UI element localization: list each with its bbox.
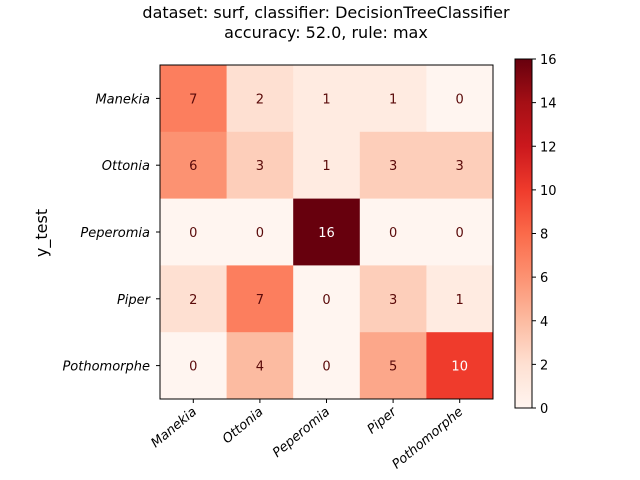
cell-value-label: 1	[389, 92, 397, 107]
cell-value-label: 0	[456, 92, 464, 107]
heatmap-cell	[160, 332, 228, 400]
colorbar-tick-label: 14	[540, 97, 557, 112]
colorbar-tick-label: 12	[540, 140, 557, 155]
x-tick-label: Manekia	[148, 405, 199, 452]
heatmap-cell	[293, 332, 361, 400]
cell-value-label: 2	[256, 92, 264, 107]
y-tick-label: Pothomorphe	[62, 360, 150, 375]
cell-value-label: 7	[256, 293, 264, 308]
cell-value-label: 0	[322, 360, 330, 375]
heatmap-cell	[293, 198, 361, 266]
heatmap-cell	[426, 131, 494, 200]
y-tick-label: Peperomia	[80, 226, 150, 241]
x-tick-label: Peperomia	[270, 405, 333, 461]
heatmap-cell	[226, 198, 294, 266]
colorbar-tick-label: 0	[540, 402, 548, 417]
heatmap-cell	[160, 265, 228, 333]
heatmap-cell	[359, 131, 427, 200]
heatmap-cell	[226, 265, 294, 333]
y-axis-ticks: Manekia Ottonia Peperomia Piper Pothomorphe	[62, 92, 160, 375]
cell-value-label: 3	[456, 159, 464, 174]
cell-value-label: 1	[456, 293, 464, 308]
heatmap-cell	[426, 265, 494, 333]
heatmap-cell	[160, 198, 228, 266]
cell-value-label: 1	[322, 92, 330, 107]
chart-title-line-2: accuracy: 52.0, rule: max	[224, 23, 428, 42]
colorbar-tick-label: 8	[540, 228, 548, 243]
cell-value-label: 3	[256, 159, 264, 174]
heatmap-cell	[359, 198, 427, 266]
cell-value-label: 0	[322, 293, 330, 308]
cell-value-label: 6	[189, 159, 197, 174]
cell-value-label: 1	[322, 159, 330, 174]
x-tick-label: Pothomorphe	[390, 405, 467, 473]
heatmap-cell	[226, 65, 294, 133]
heatmap-cell	[226, 131, 294, 200]
colorbar-tick-label: 4	[540, 315, 548, 330]
cell-value-label: 0	[256, 226, 264, 241]
cell-value-label: 7	[189, 92, 197, 107]
heatmap-cell	[293, 131, 361, 200]
colorbar	[514, 58, 533, 409]
x-tick-label: Ottonia	[220, 405, 267, 447]
y-tick-label: Manekia	[95, 92, 150, 107]
cell-value-label: 5	[389, 360, 397, 375]
heatmap-cell	[293, 65, 361, 133]
cell-value-label: 16	[318, 226, 335, 241]
cell-value-label: 0	[389, 226, 397, 241]
heatmap-cell	[160, 131, 228, 200]
cell-value-label: 3	[389, 159, 397, 174]
heatmap-cell	[160, 65, 228, 133]
y-tick-label: Ottonia	[102, 159, 150, 174]
heatmap-cell	[359, 65, 427, 133]
cell-value-label: 0	[189, 360, 197, 375]
heatmap-cell	[359, 265, 427, 333]
heatmap-cell	[426, 65, 494, 133]
cell-value-label: 0	[189, 226, 197, 241]
cell-value-label: 3	[389, 293, 397, 308]
colorbar-tick-label: 6	[540, 271, 548, 286]
y-axis-label: y_test	[32, 209, 52, 257]
y-tick-label: Piper	[117, 293, 152, 308]
cell-value-label: 4	[256, 360, 264, 375]
heatmap-cell	[426, 332, 494, 400]
chart-title-line-1: dataset: surf, classifier: DecisionTreeC…	[142, 3, 510, 22]
heatmap-cell	[426, 198, 494, 266]
heatmap-cells	[160, 65, 494, 400]
colorbar-tick-label: 2	[540, 358, 548, 373]
cell-value-label: 10	[451, 360, 468, 375]
heatmap-cell	[293, 265, 361, 333]
cell-value-label: 0	[456, 226, 464, 241]
heatmap-cell	[226, 332, 294, 400]
heatmap-cell	[359, 332, 427, 400]
colorbar-tick-label: 16	[540, 53, 557, 68]
cell-value-label: 2	[189, 293, 197, 308]
x-tick-label: Piper	[365, 404, 401, 438]
heatmap-cell-labels: 7 2 1 1 06 3 1 3 30 0 16 0 02 7 0 3 10 4 0 5 10	[189, 92, 468, 374]
colorbar-ticks: 0 2 4 6 8 10 12 14 16	[532, 53, 557, 417]
colorbar-tick-label: 10	[540, 184, 557, 199]
